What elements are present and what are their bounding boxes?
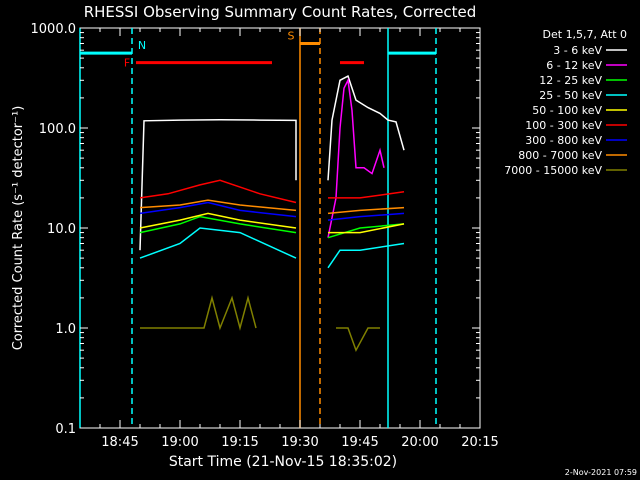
series-line <box>139 118 297 251</box>
series-line <box>139 212 297 229</box>
series-line <box>328 223 405 234</box>
y-axis-ticks: 0.1 1.0 10.0 100.0 1000.0 <box>31 22 480 437</box>
x-axis-label: Start Time (21-Nov-15 18:35:02) <box>169 454 397 470</box>
series-line <box>328 191 405 199</box>
y-tick-label: 0.1 <box>55 422 76 437</box>
series-line <box>139 215 297 234</box>
y-axis-label: Corrected Count Rate (s⁻¹ detector⁻¹) <box>11 106 26 351</box>
legend-label: 100 - 300 keV <box>525 119 602 132</box>
series-line <box>327 212 405 221</box>
x-tick-label: 20:15 <box>461 435 498 450</box>
x-tick-label: 19:00 <box>161 435 198 450</box>
chart-title: RHESSI Observing Summary Count Rates, Co… <box>84 3 477 21</box>
data-series <box>139 75 405 353</box>
legend-label: 6 - 12 keV <box>546 59 602 72</box>
series-line <box>139 199 297 212</box>
y-tick-label: 1.0 <box>55 322 76 337</box>
legend-label: 3 - 6 keV <box>553 44 602 57</box>
series-line <box>140 294 257 331</box>
legend-label: 25 - 50 keV <box>539 89 602 102</box>
flag-bars: NF S <box>80 29 436 70</box>
flag-marker-lines <box>79 28 437 428</box>
series-line <box>327 206 405 215</box>
legend-label: 300 - 800 keV <box>525 134 602 147</box>
y-tick-label: 100.0 <box>39 122 76 137</box>
y-tick-label: 10.0 <box>47 222 76 237</box>
series-line <box>139 179 297 204</box>
series-line <box>327 77 385 238</box>
x-tick-label: 20:00 <box>401 435 438 450</box>
y-tick-label: 1000.0 <box>31 22 77 37</box>
series-line <box>327 75 405 181</box>
legend-title: Det 1,5,7, Att 0 <box>543 28 627 41</box>
legend-label: 7000 - 15000 keV <box>504 164 602 177</box>
series-line <box>139 201 297 218</box>
series-line <box>139 227 297 259</box>
timestamp: 2-Nov-2021 07:59 <box>565 468 637 477</box>
legend-label: 50 - 100 keV <box>532 104 602 117</box>
x-tick-label: 19:15 <box>221 435 258 450</box>
legend-label: 800 - 7000 keV <box>518 149 602 162</box>
x-tick-label: 19:45 <box>341 435 378 450</box>
series-line <box>327 242 405 269</box>
x-tick-label: 18:45 <box>101 435 138 450</box>
series-line <box>336 327 380 353</box>
legend: Det 1,5,7, Att 0 3 - 6 keV 6 - 12 keV 12 -… <box>504 28 627 177</box>
flag-label: F <box>124 57 130 70</box>
series-line <box>327 223 405 239</box>
x-tick-label: 19:30 <box>281 435 318 450</box>
x-axis-ticks: 18:45 19:00 19:15 19:30 19:45 20:00 20:15 <box>99 28 499 450</box>
flag-label: S <box>288 29 295 42</box>
legend-label: 12 - 25 keV <box>539 74 602 87</box>
flag-label: N <box>138 39 146 52</box>
